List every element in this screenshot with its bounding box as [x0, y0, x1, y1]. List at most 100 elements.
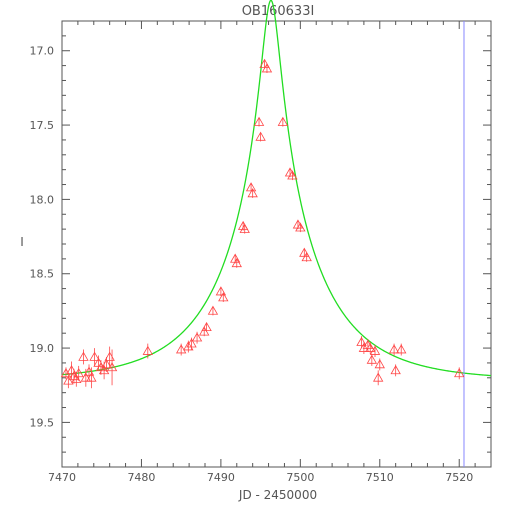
point-marker — [247, 188, 258, 198]
x-axis-label: JD - 2450000 — [238, 488, 317, 502]
point-marker — [255, 131, 266, 141]
y-tick-label: 19.0 — [30, 342, 55, 355]
model-curve — [61, 0, 492, 377]
y-tick-label: 17.5 — [30, 119, 55, 132]
data-point — [287, 170, 298, 181]
data-point — [374, 358, 385, 371]
data-point — [369, 345, 381, 357]
point-marker — [358, 342, 370, 352]
data-point — [78, 349, 89, 365]
x-tick-label: 7510 — [366, 471, 394, 484]
point-marker — [245, 182, 257, 192]
data-point — [366, 354, 378, 366]
point-marker — [366, 354, 378, 364]
data-point — [218, 292, 229, 302]
data-point — [199, 326, 210, 337]
point-marker — [287, 170, 298, 180]
data-point — [255, 131, 266, 142]
point-marker — [63, 375, 74, 385]
point-marker — [89, 351, 100, 361]
data-point — [247, 188, 258, 198]
point-marker — [239, 223, 250, 233]
point-marker — [390, 365, 401, 375]
data-point — [277, 116, 289, 127]
data-point — [142, 343, 153, 359]
data-point — [201, 321, 212, 332]
point-marker — [80, 372, 92, 382]
data-point — [253, 116, 265, 127]
point-marker — [73, 368, 84, 378]
data-point — [191, 331, 203, 344]
data-point — [231, 258, 242, 268]
data-point — [60, 367, 72, 380]
data-point — [396, 343, 407, 356]
point-marker — [207, 305, 219, 315]
y-tick-label: 19.5 — [30, 416, 55, 429]
data-point — [215, 286, 227, 297]
point-marker — [186, 338, 197, 348]
x-tick-label: 7520 — [445, 471, 473, 484]
point-marker — [218, 292, 229, 302]
point-marker — [201, 321, 212, 332]
data-point — [365, 342, 376, 355]
point-marker — [396, 344, 407, 354]
data-point — [356, 336, 367, 349]
x-tick-label: 7490 — [207, 471, 235, 484]
point-marker — [215, 286, 227, 296]
point-marker — [277, 116, 289, 126]
point-marker — [365, 342, 376, 352]
data-point — [186, 337, 197, 350]
data-point — [89, 348, 100, 366]
x-tick-label: 7470 — [48, 471, 76, 484]
point-marker — [295, 222, 306, 232]
data-point — [237, 220, 249, 231]
point-marker — [301, 252, 312, 262]
data-point — [388, 343, 400, 356]
axes-frame — [61, 20, 492, 468]
y-tick-label: 18.0 — [30, 193, 55, 206]
data-point — [80, 368, 92, 387]
data-point — [207, 305, 219, 316]
point-marker — [356, 336, 367, 346]
point-marker — [454, 368, 465, 378]
point-marker — [142, 345, 153, 355]
point-marker — [231, 258, 242, 268]
point-marker — [261, 63, 273, 73]
point-marker — [175, 344, 187, 354]
data-point — [245, 182, 257, 192]
data-point — [101, 356, 112, 372]
data-point — [261, 63, 273, 74]
model-line — [61, 0, 492, 377]
data-point — [73, 365, 84, 381]
point-marker — [183, 341, 194, 351]
x-tick-label: 7480 — [127, 471, 155, 484]
x-tick-label: 7500 — [286, 471, 314, 484]
plot-frame — [61, 20, 492, 468]
axis-ticks: 7470 7480 7490 7500 7510 7520 17.0 17.5 18.0 18.5… — [30, 20, 492, 484]
point-marker — [372, 372, 384, 382]
data-points — [60, 58, 465, 389]
y-tick-label: 17.0 — [30, 45, 55, 58]
y-tick-label: 18.5 — [30, 268, 55, 281]
chart-title: OB160633I — [242, 4, 315, 19]
y-axis-label: I — [20, 235, 24, 249]
point-marker — [191, 332, 203, 342]
data-point — [106, 349, 118, 386]
data-point — [239, 223, 250, 234]
data-point — [183, 340, 194, 353]
point-marker — [86, 372, 97, 382]
data-point — [86, 367, 97, 389]
point-marker — [374, 359, 385, 369]
point-marker — [60, 368, 72, 378]
data-point — [390, 364, 401, 377]
point-marker — [106, 362, 118, 372]
data-point — [175, 343, 187, 356]
data-point — [301, 252, 312, 262]
point-marker — [388, 344, 400, 354]
point-marker — [253, 116, 265, 126]
data-point — [299, 247, 310, 258]
point-marker — [101, 359, 112, 369]
point-marker — [78, 351, 89, 361]
data-point — [454, 367, 465, 380]
